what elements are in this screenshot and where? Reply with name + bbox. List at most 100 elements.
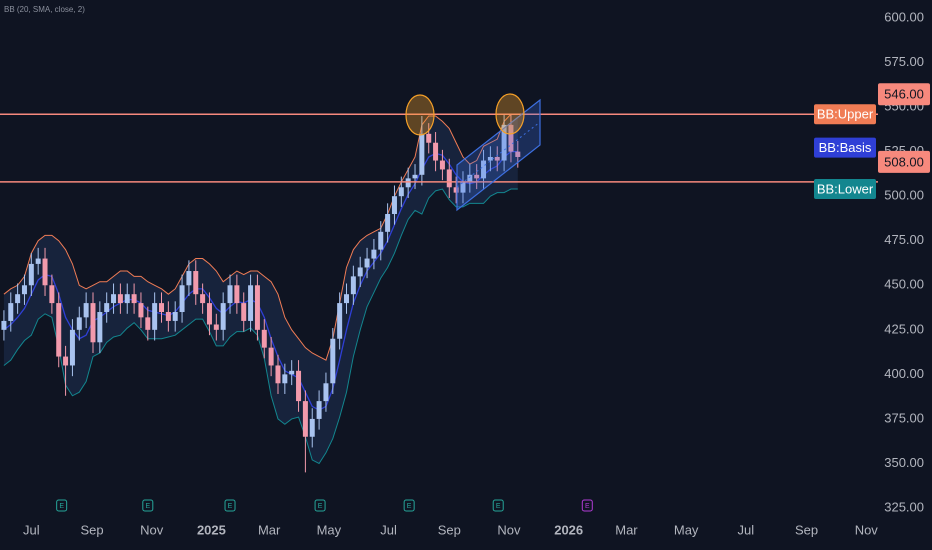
- candle-body: [289, 370, 295, 375]
- candle-body: [83, 303, 89, 318]
- candle-body: [186, 271, 192, 286]
- price-label-box: [878, 150, 930, 173]
- price-label: 508.00: [884, 154, 924, 169]
- candle-body: [282, 374, 288, 384]
- candle-body: [371, 249, 377, 259]
- earnings-marker: [224, 499, 236, 512]
- x-tick-label: Sep: [438, 522, 461, 537]
- candle-body: [179, 285, 185, 313]
- earnings-marker: [403, 499, 415, 512]
- series-label-box: [814, 179, 876, 200]
- candle-body: [302, 401, 308, 437]
- y-tick-label: 450.00: [884, 277, 924, 292]
- candle-body: [508, 124, 514, 152]
- x-tick-label: Sep: [795, 522, 818, 537]
- candle-body: [412, 174, 418, 179]
- candle-body: [159, 303, 165, 313]
- candle-body: [152, 303, 158, 330]
- candle-body: [42, 258, 48, 286]
- series-label: BB:Upper: [817, 107, 874, 122]
- earnings-label: E: [145, 503, 150, 510]
- candle-body: [56, 303, 62, 357]
- x-tick-label: 2026: [554, 522, 583, 537]
- candle-body: [124, 294, 130, 304]
- y-tick-label: 575.00: [884, 54, 924, 69]
- candle-body: [117, 294, 123, 304]
- candle-body: [193, 271, 199, 295]
- series-label: BB:Basis: [819, 140, 872, 155]
- candle-body: [21, 285, 27, 295]
- price-label-box: [878, 83, 930, 106]
- earnings-marker: [581, 499, 593, 512]
- x-tick-label: May: [674, 522, 699, 537]
- x-tick-label: Mar: [615, 522, 638, 537]
- candle-body: [28, 263, 34, 286]
- price-label: 546.00: [884, 87, 924, 102]
- y-tick-label: 500.00: [884, 188, 924, 203]
- candle-body: [364, 258, 370, 268]
- band-line: [3, 150, 518, 411]
- candle-body: [97, 312, 103, 343]
- candle-body: [8, 303, 14, 321]
- candle-body: [501, 124, 507, 161]
- x-tick-label: Nov: [855, 522, 879, 537]
- earnings-label: E: [228, 503, 233, 510]
- candle-body: [90, 303, 96, 343]
- band-fill: [3, 114, 518, 464]
- x-tick-label: Sep: [80, 522, 103, 537]
- y-tick-label: 400.00: [884, 366, 924, 381]
- candle-body: [405, 178, 411, 188]
- candle-body: [357, 267, 363, 277]
- candle-body: [254, 285, 260, 330]
- candle-body: [494, 156, 500, 161]
- highlight-circle: [405, 94, 435, 136]
- candle-body: [344, 294, 350, 304]
- y-tick-label: 325.00: [884, 499, 924, 514]
- candle-body: [172, 312, 178, 321]
- earnings-marker: [492, 499, 504, 512]
- earnings-marker: [314, 499, 326, 512]
- band-line: [3, 113, 518, 361]
- drawings: [405, 93, 541, 212]
- candle-body: [145, 317, 151, 330]
- candle-body: [234, 285, 240, 304]
- x-tick-label: Nov: [140, 522, 164, 537]
- candle-body: [385, 214, 391, 232]
- candle-body: [104, 303, 110, 313]
- series-label-box: [814, 137, 876, 158]
- parallel-channel: [456, 98, 541, 212]
- earnings-label: E: [407, 503, 412, 510]
- x-tick-label: May: [317, 522, 342, 537]
- x-tick-label: 2025: [197, 522, 226, 537]
- y-tick-label: 600.00: [884, 9, 924, 24]
- y-axis: 325.00 350.00 375.00 400.00 425.00 450.00 475.…: [884, 9, 924, 514]
- candle-body: [433, 142, 439, 161]
- candle-body: [35, 258, 41, 264]
- candle-body: [49, 285, 55, 304]
- price-labels: 546.00 508.00 BB:Upper BB:Basis BB:Lower: [814, 83, 930, 200]
- candle-body: [220, 303, 226, 330]
- y-tick-label: 475.00: [884, 232, 924, 247]
- candle-body: [76, 317, 82, 330]
- x-tick-label: Jul: [738, 522, 755, 537]
- candle-body: [15, 294, 21, 304]
- candle-body: [426, 133, 432, 143]
- x-tick-label: Nov: [497, 522, 521, 537]
- candle-body: [419, 133, 425, 175]
- candle-body: [268, 347, 274, 366]
- earnings-label: E: [318, 503, 323, 510]
- candle-body: [206, 303, 212, 325]
- earnings-label: E: [585, 503, 590, 510]
- candle-body: [309, 418, 315, 437]
- candle-body: [460, 181, 466, 193]
- candle-body: [439, 160, 445, 170]
- candle-body: [275, 365, 281, 384]
- x-tick-label: Jul: [380, 522, 397, 537]
- candle-body: [330, 338, 336, 384]
- series-label: BB:Lower: [817, 181, 874, 196]
- earnings-marker: [142, 499, 154, 512]
- candle-body: [481, 160, 487, 179]
- candle-body: [398, 187, 404, 197]
- candle-body: [323, 383, 329, 402]
